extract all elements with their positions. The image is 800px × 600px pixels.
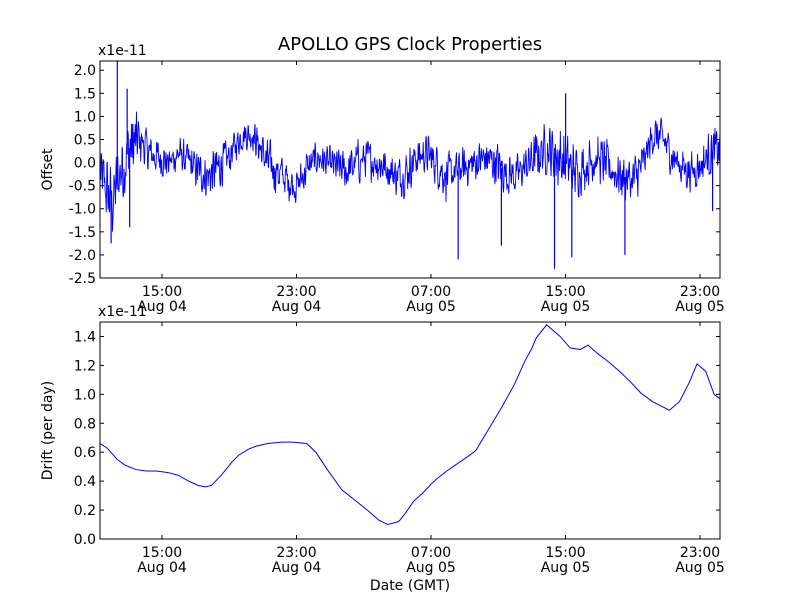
drift-ytick-label: 1.0 [74,387,96,403]
drift-ytick-label: 0.2 [74,503,96,519]
offset-xtick-time: 07:00 [411,284,451,300]
drift-xtick-date: Aug 04 [272,560,322,576]
offset-xtick-date: Aug 05 [541,299,591,315]
drift-series-line [100,324,720,526]
offset-axes-frame [99,60,721,279]
offset-series-line [100,111,720,232]
offset-ylabel: Offset [40,148,56,191]
offset-xtick-date: Aug 04 [272,299,322,315]
drift-offset-text: x1e-11 [98,304,147,320]
drift-xtick-time: 23:00 [276,545,316,561]
drift-xlabel: Date (GMT) [370,578,450,594]
offset-xtick-time: 15:00 [545,284,585,300]
offset-xtick-date: Aug 04 [137,299,187,315]
offset-xtick-date: Aug 05 [406,299,456,315]
offset-ytick-label: -2.5 [69,271,96,287]
drift-axes-frame [99,321,721,540]
drift-xtick-date: Aug 04 [137,560,187,576]
offset-ytick-label: -1.0 [69,202,96,218]
offset-xtick-time: 23:00 [276,284,316,300]
drift-xtick-time: 23:00 [680,545,720,561]
drift-xtick-time: 07:00 [411,545,451,561]
drift-xtick-time: 15:00 [142,545,182,561]
drift-ylabel: Drift (per day) [40,381,56,480]
offset-xtick-time: 15:00 [142,284,182,300]
drift-xtick-date: Aug 05 [675,560,725,576]
drift-ytick-label: 1.2 [74,358,96,374]
offset-ytick-label: -0.5 [69,179,96,195]
drift-ytick-label: 0.8 [74,416,96,432]
offset-ytick-label: 0.0 [74,156,96,172]
drift-ytick-label: 0.4 [74,474,96,490]
drift-ytick-label: 0.6 [74,445,96,461]
offset-ytick-label: 1.0 [74,109,96,125]
offset-ytick-label: -2.0 [69,248,96,264]
offset-ytick-label: -1.5 [69,225,96,241]
offset-ytick-label: 0.5 [74,132,96,148]
offset-xtick-time: 23:00 [680,284,720,300]
drift-ytick-label: 1.4 [74,329,96,345]
chart-title: APOLLO GPS Clock Properties [278,34,542,55]
offset-xtick-date: Aug 05 [675,299,725,315]
drift-xtick-date: Aug 05 [406,560,456,576]
offset-panel: -2.5 -2.0 -1.5 -1.0 -0.5 0.0 0.5 1.0 1.5 2.0 15:00… [40,43,725,315]
offset-ytick-label: 1.5 [74,86,96,102]
drift-ytick-label: 0.0 [74,532,96,548]
offset-ytick-label: 2.0 [74,63,96,79]
drift-xtick-date: Aug 05 [541,560,591,576]
drift-xtick-time: 15:00 [545,545,585,561]
offset-offset-text: x1e-11 [98,43,147,59]
